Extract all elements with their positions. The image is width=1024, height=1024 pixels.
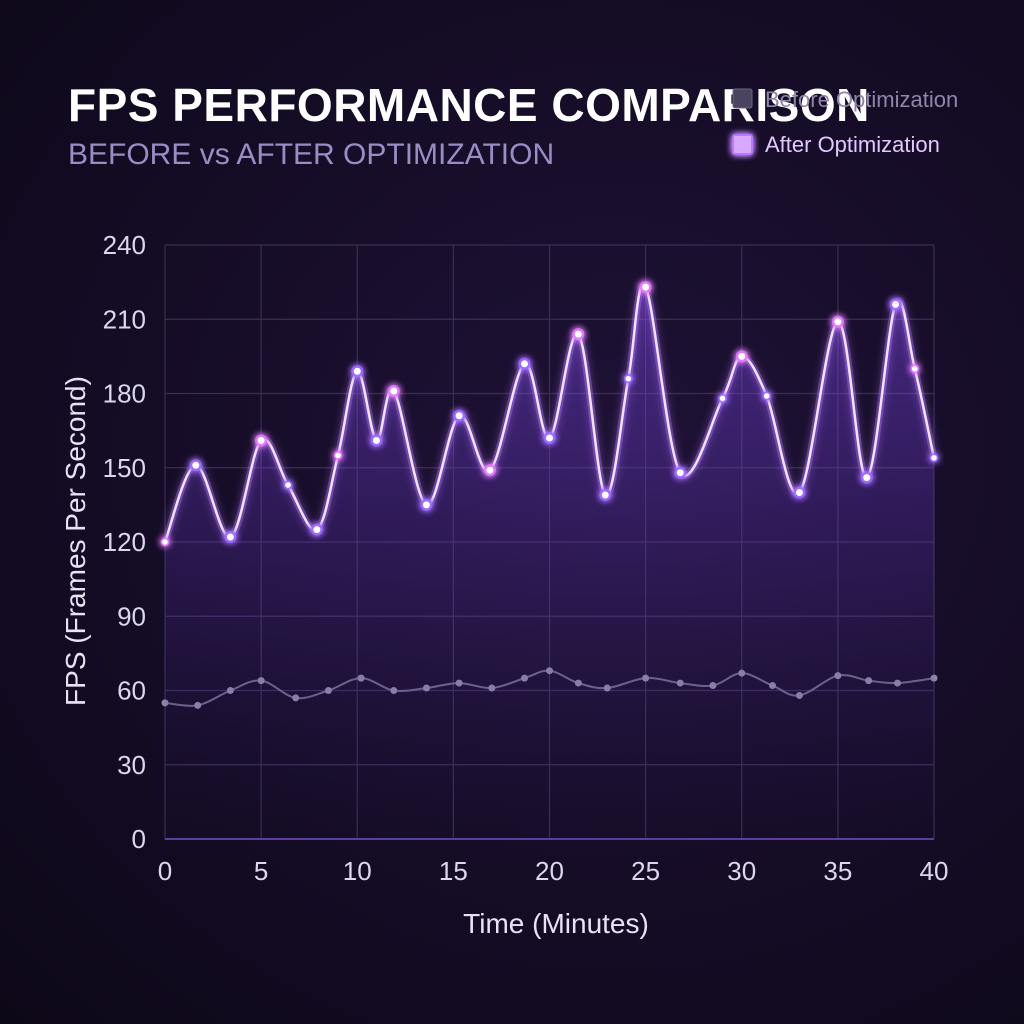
y-tick-label: 210 [103,304,146,334]
data-point-after [676,469,684,477]
x-tick-label: 30 [727,856,756,886]
x-tick-label: 20 [535,856,564,886]
y-tick-label: 180 [103,379,146,409]
data-point-after [313,526,321,534]
data-point-after [763,393,770,399]
data-point-after [574,330,582,338]
x-tick-label: 15 [439,856,468,886]
data-point-after [372,437,380,445]
series-after-optimization [160,281,939,840]
legend-swatch-before [732,88,753,109]
x-tick-label: 10 [343,856,372,886]
x-axis-ticks: 0 5 10 15 20 25 30 35 40 [158,856,949,886]
data-point-after [738,352,746,360]
series-area-after [165,284,934,840]
x-tick-label: 40 [920,856,949,886]
y-tick-label: 240 [103,230,146,260]
data-point-after [162,539,168,545]
x-tick-label: 0 [158,856,172,886]
data-point-after [257,437,265,445]
x-tick-label: 35 [823,856,852,886]
chart-subtitle: BEFORE vs AFTER OPTIMIZATION [68,138,554,171]
data-point-after [335,452,341,459]
data-point-after [911,365,918,372]
data-point-after [390,387,398,395]
data-point-after [795,489,803,496]
data-point-after [455,412,463,420]
x-axis-label: Time (Minutes) [463,908,649,939]
y-axis-ticks: 0 30 60 90 120 150 180 210 240 [103,230,146,854]
data-point-after [863,474,871,482]
y-axis-label: FPS (Frames Per Second) [60,376,91,706]
data-point-after [834,318,842,326]
y-tick-label: 90 [117,601,146,631]
data-point-after [546,434,553,442]
data-point-after [642,283,650,291]
data-point-after [892,300,900,308]
legend-swatch-after [732,134,753,155]
legend-label-before: Before Optimization [765,87,958,112]
legend-label-after: After Optimization [765,132,940,157]
data-point-after [226,533,234,541]
data-point-after [625,375,632,382]
y-tick-label: 60 [117,676,146,706]
legend: Before Optimization After Optimization [732,87,958,157]
data-point-after [521,360,529,368]
data-point-after [192,461,200,469]
x-tick-label: 5 [254,856,268,886]
data-point-after [353,367,361,375]
data-point-after [931,455,937,461]
data-point-after [285,482,291,488]
y-tick-label: 30 [117,750,146,780]
x-tick-label: 25 [631,856,660,886]
y-tick-label: 120 [103,527,146,557]
data-point-after [422,501,430,509]
data-point-after [601,491,609,499]
y-tick-label: 150 [103,453,146,483]
data-point-after [486,466,494,474]
y-tick-label: 0 [132,824,146,854]
data-point-after [719,395,726,402]
